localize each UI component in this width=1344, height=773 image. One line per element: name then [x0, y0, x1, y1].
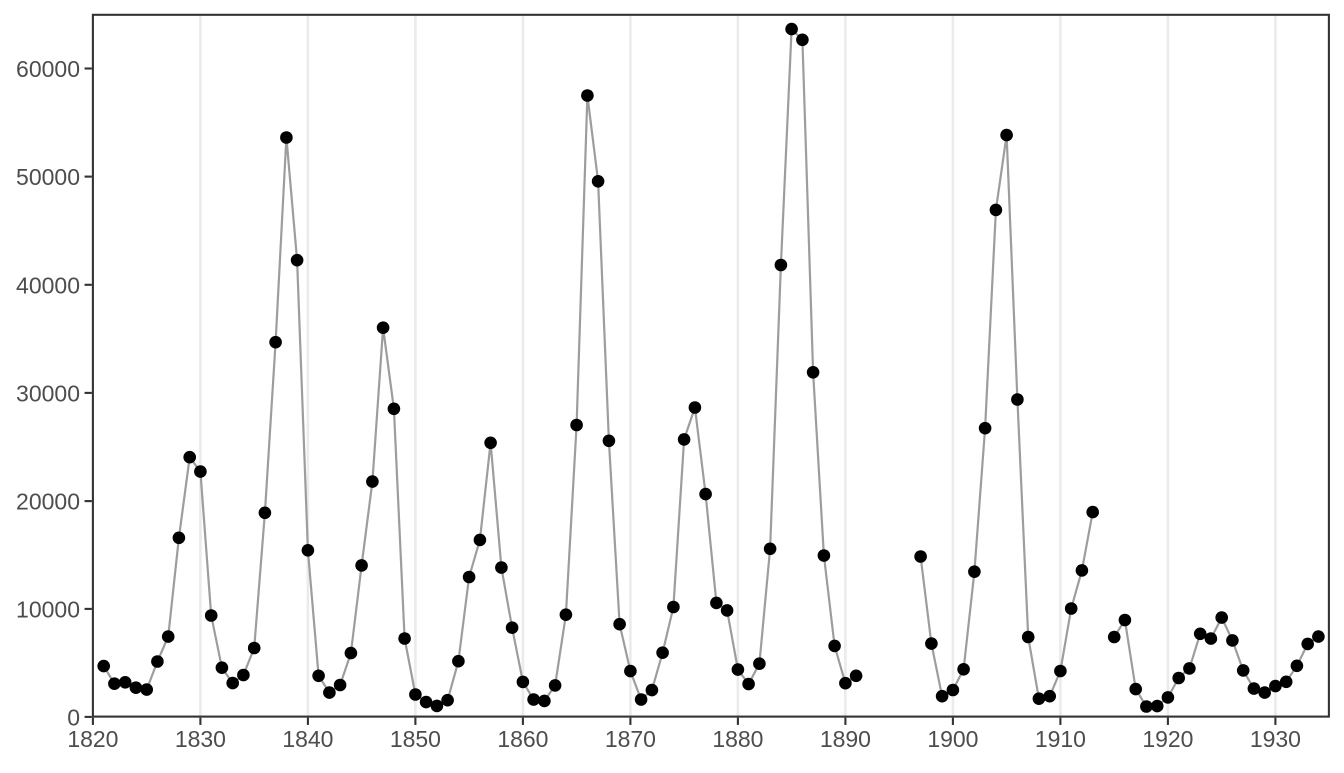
svg-text:1900: 1900 [927, 726, 978, 752]
svg-text:40000: 40000 [16, 272, 80, 298]
svg-text:1850: 1850 [390, 726, 441, 752]
svg-text:60000: 60000 [16, 56, 80, 82]
svg-text:30000: 30000 [16, 381, 80, 407]
svg-text:1860: 1860 [497, 726, 548, 752]
svg-text:1890: 1890 [820, 726, 871, 752]
svg-text:1840: 1840 [282, 726, 333, 752]
svg-text:20000: 20000 [16, 489, 80, 515]
svg-text:1870: 1870 [605, 726, 656, 752]
svg-text:1830: 1830 [175, 726, 226, 752]
svg-text:0: 0 [67, 705, 80, 731]
svg-text:10000: 10000 [16, 597, 80, 623]
svg-text:1920: 1920 [1142, 726, 1193, 752]
svg-text:50000: 50000 [16, 164, 80, 190]
svg-text:1880: 1880 [712, 726, 763, 752]
svg-text:1820: 1820 [67, 726, 118, 752]
svg-text:1910: 1910 [1035, 726, 1086, 752]
svg-text:1930: 1930 [1250, 726, 1301, 752]
